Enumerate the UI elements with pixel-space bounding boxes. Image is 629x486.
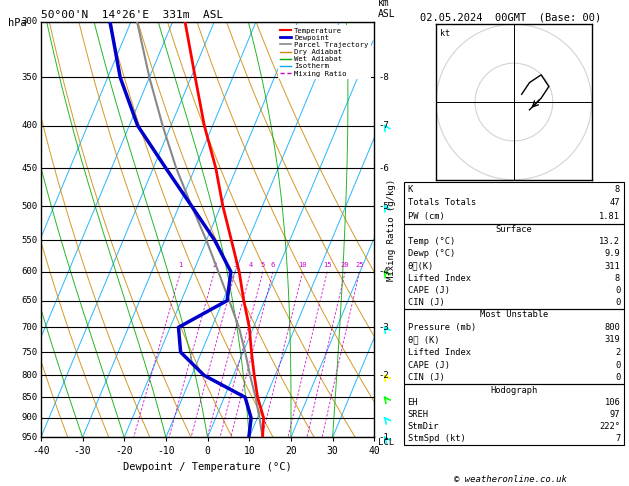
Text: Dewp (°C): Dewp (°C) [408, 249, 455, 259]
Text: 7: 7 [615, 434, 620, 443]
Text: 800: 800 [604, 323, 620, 332]
Text: Pressure (mb): Pressure (mb) [408, 323, 476, 332]
Text: EH: EH [408, 398, 418, 407]
Text: 25: 25 [355, 262, 364, 268]
Text: 650: 650 [21, 296, 38, 305]
Text: 4: 4 [248, 262, 253, 268]
Text: © weatheronline.co.uk: © weatheronline.co.uk [454, 474, 567, 484]
Text: CAPE (J): CAPE (J) [408, 361, 450, 370]
Text: 97: 97 [610, 410, 620, 419]
Text: CIN (J): CIN (J) [408, 373, 444, 382]
Text: 350: 350 [21, 73, 38, 82]
Text: 5: 5 [260, 262, 265, 268]
Text: 0: 0 [615, 286, 620, 295]
Text: 10: 10 [298, 262, 307, 268]
Legend: Temperature, Dewpoint, Parcel Trajectory, Dry Adiabat, Wet Adiabat, Isotherm, Mi: Temperature, Dewpoint, Parcel Trajectory… [278, 25, 370, 79]
Text: -8: -8 [378, 73, 389, 82]
X-axis label: Dewpoint / Temperature (°C): Dewpoint / Temperature (°C) [123, 462, 292, 472]
Text: 600: 600 [21, 267, 38, 276]
Text: Lifted Index: Lifted Index [408, 274, 470, 283]
Text: 13.2: 13.2 [599, 237, 620, 246]
Text: -6: -6 [378, 163, 389, 173]
Text: Mixing Ratio (g/kg): Mixing Ratio (g/kg) [387, 178, 396, 281]
Text: K: K [408, 185, 413, 193]
Text: 1.81: 1.81 [599, 212, 620, 221]
Text: 800: 800 [21, 371, 38, 380]
Text: 300: 300 [21, 17, 38, 26]
Text: 20: 20 [341, 262, 350, 268]
Text: 47: 47 [610, 198, 620, 208]
Text: 0: 0 [615, 373, 620, 382]
Text: Totals Totals: Totals Totals [408, 198, 476, 208]
Text: θᴄ (K): θᴄ (K) [408, 335, 439, 345]
Text: 02.05.2024  00GMT  (Base: 00): 02.05.2024 00GMT (Base: 00) [420, 12, 601, 22]
Text: 900: 900 [21, 414, 38, 422]
Text: CAPE (J): CAPE (J) [408, 286, 450, 295]
Text: 9.9: 9.9 [604, 249, 620, 259]
Text: kt: kt [440, 29, 450, 38]
Text: 400: 400 [21, 121, 38, 130]
Text: θᴄ(K): θᴄ(K) [408, 261, 434, 271]
Text: 1: 1 [179, 262, 183, 268]
Text: 8: 8 [615, 185, 620, 193]
Text: PW (cm): PW (cm) [408, 212, 444, 221]
Text: Hodograph: Hodograph [490, 385, 538, 395]
Text: 700: 700 [21, 323, 38, 332]
Text: 311: 311 [604, 261, 620, 271]
Text: 3: 3 [233, 262, 237, 268]
Text: 0: 0 [615, 298, 620, 307]
Text: 8: 8 [615, 274, 620, 283]
Text: StmDir: StmDir [408, 422, 439, 431]
Text: 500: 500 [21, 202, 38, 210]
Text: Surface: Surface [496, 225, 532, 234]
Text: 50°00'N  14°26'E  331m  ASL: 50°00'N 14°26'E 331m ASL [41, 10, 223, 20]
Text: 0: 0 [615, 361, 620, 370]
Text: 222°: 222° [599, 422, 620, 431]
Text: 319: 319 [604, 335, 620, 345]
Text: SREH: SREH [408, 410, 428, 419]
Text: StmSpd (kt): StmSpd (kt) [408, 434, 465, 443]
Text: 2: 2 [212, 262, 216, 268]
Text: 450: 450 [21, 163, 38, 173]
Text: hPa: hPa [8, 18, 27, 29]
Text: 550: 550 [21, 236, 38, 245]
Text: Temp (°C): Temp (°C) [408, 237, 455, 246]
Text: 6: 6 [271, 262, 275, 268]
Text: LCL: LCL [378, 438, 394, 447]
Text: 15: 15 [323, 262, 331, 268]
Text: 750: 750 [21, 347, 38, 357]
Text: 950: 950 [21, 433, 38, 442]
Text: Most Unstable: Most Unstable [480, 311, 548, 319]
Text: -4: -4 [378, 267, 389, 276]
Text: 106: 106 [604, 398, 620, 407]
Text: Lifted Index: Lifted Index [408, 348, 470, 357]
Text: -3: -3 [378, 323, 389, 332]
Text: 850: 850 [21, 393, 38, 402]
Text: -1: -1 [378, 433, 389, 442]
Text: -5: -5 [378, 202, 389, 210]
Text: km
ASL: km ASL [378, 0, 396, 19]
Text: CIN (J): CIN (J) [408, 298, 444, 307]
Text: 2: 2 [615, 348, 620, 357]
Text: -7: -7 [378, 121, 389, 130]
Text: -2: -2 [378, 371, 389, 380]
